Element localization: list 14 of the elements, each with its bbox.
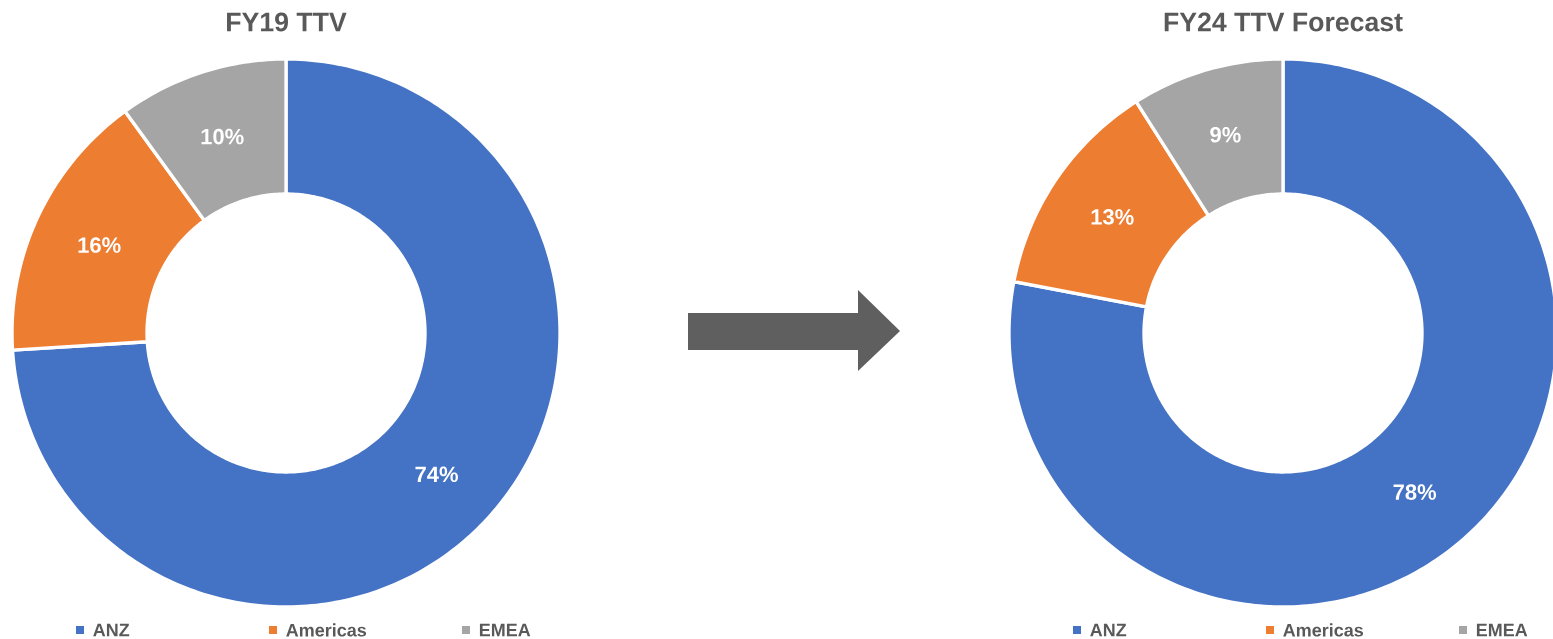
chart-title: FY19 TTV [227, 12, 347, 32]
legend-label: EMEA [479, 623, 531, 637]
data-label: 9% [1210, 126, 1241, 143]
legend-label: ANZ [1090, 623, 1127, 637]
chart-title: FY24 TTV Forecast [1164, 12, 1403, 32]
data-label: 10% [201, 128, 244, 145]
legend-label: Americas [1283, 623, 1364, 637]
data-label: 13% [1091, 209, 1134, 225]
data-label: 16% [78, 237, 121, 253]
data-label: 78% [1393, 484, 1437, 500]
legend-label: Americas [286, 623, 367, 637]
legend-label: EMEA [1476, 623, 1528, 637]
data-label: 74% [415, 466, 458, 483]
legend-label: ANZ [93, 623, 130, 637]
